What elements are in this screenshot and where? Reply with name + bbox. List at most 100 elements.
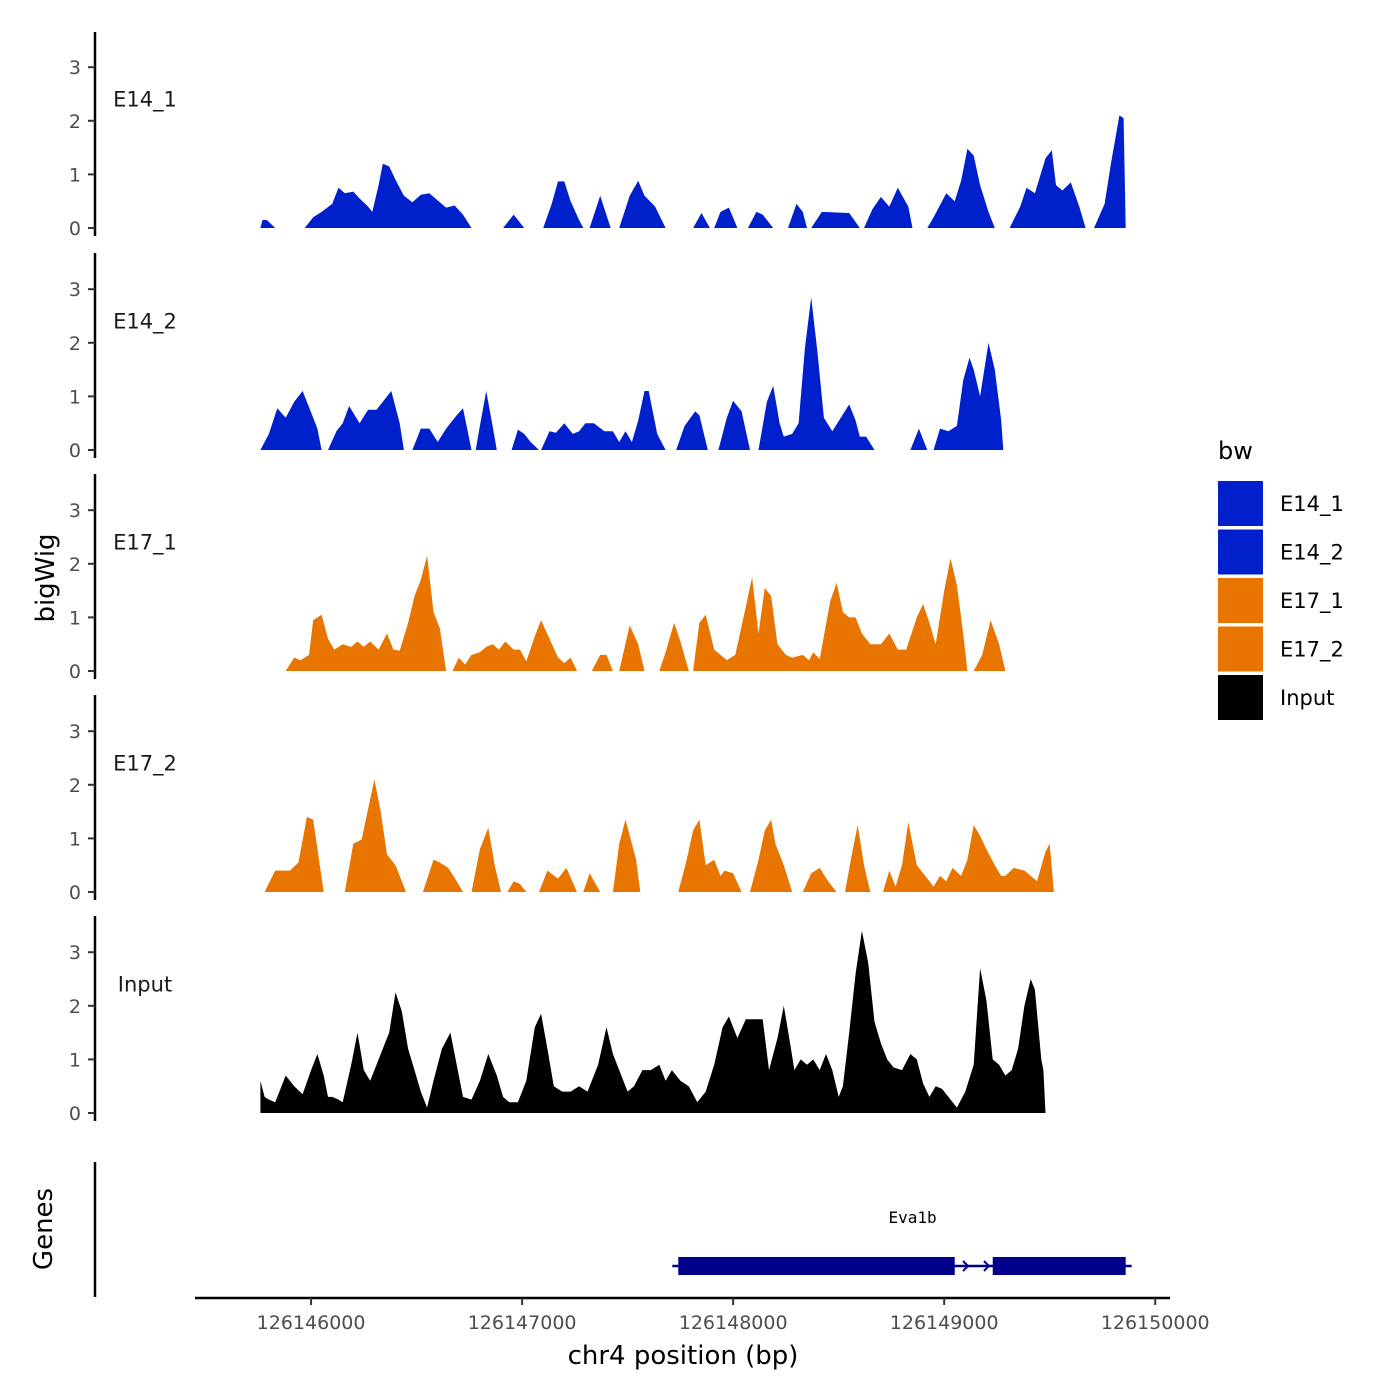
y-tick-label: 1 xyxy=(69,1049,81,1071)
signal-area xyxy=(758,297,875,450)
y-tick-label: 2 xyxy=(69,775,81,797)
genes-axis-title-group: Genes xyxy=(29,1188,59,1270)
signal-area xyxy=(747,211,774,228)
y-tick-label: 2 xyxy=(69,996,81,1018)
legend-swatch xyxy=(1218,578,1263,623)
signal-area xyxy=(539,867,577,892)
track-e17-1: 0 1 2 3 E17_1 xyxy=(69,474,1006,683)
track-e14-1: 0 1 2 3 E14_1 xyxy=(69,32,1126,240)
legend-swatch xyxy=(1218,529,1263,575)
signal-area xyxy=(344,779,406,892)
y-tick-label: 0 xyxy=(69,1103,81,1125)
legend-label: E14_1 xyxy=(1280,492,1344,517)
y-tick-label: 0 xyxy=(69,440,81,462)
y-tick-label: 1 xyxy=(69,828,81,850)
signal-area xyxy=(802,867,837,892)
y-tick-label: 2 xyxy=(69,554,81,576)
signal-area xyxy=(471,827,501,892)
signal-area xyxy=(659,622,689,671)
legend-entry-e17-2: E17_2 xyxy=(1218,626,1344,672)
signal-area xyxy=(260,220,276,228)
y-tick-label: 0 xyxy=(69,661,81,683)
track-label: E14_1 xyxy=(113,87,177,112)
strand-arrow xyxy=(983,1260,991,1272)
signal-area xyxy=(693,213,710,228)
signal-area xyxy=(619,180,666,228)
signal-tracks: 0 1 2 3 E14_1 0 1 2 3 E14_2 0 1 2 3 E17_1 0 1 2 3 E17_2 0 1 2 3… xyxy=(69,32,1126,1125)
y-tick-label: 0 xyxy=(69,882,81,904)
legend-swatch xyxy=(1218,675,1263,720)
legend-entry-e14-2: E14_2 xyxy=(1218,529,1344,575)
y-tick-label: 1 xyxy=(69,386,81,408)
gene-eva1b: Eva1b xyxy=(672,1208,1132,1275)
y-tick-label: 2 xyxy=(69,111,81,133)
legend-label: Input xyxy=(1280,686,1334,710)
y-tick-label: 1 xyxy=(69,164,81,186)
track-label: E17_1 xyxy=(113,530,177,555)
signal-area xyxy=(910,428,928,450)
track-e17-2: 0 1 2 3 E17_2 xyxy=(69,695,1054,904)
signal-area xyxy=(264,817,324,892)
x-tick-label: 126147000 xyxy=(468,1312,577,1334)
signal-area xyxy=(328,391,404,450)
gene-exon xyxy=(678,1257,955,1275)
y-tick-label: 3 xyxy=(69,57,81,79)
signal-area xyxy=(1009,150,1086,228)
signal-area xyxy=(845,825,871,892)
signal-area xyxy=(927,148,995,228)
signal-area xyxy=(883,822,1054,892)
signal-area xyxy=(543,181,584,228)
legend: bw E14_1 E14_2 E17_1 E17_2 Input xyxy=(1218,437,1344,720)
y-tick-label: 3 xyxy=(69,279,81,301)
signal-area xyxy=(933,342,1004,450)
legend-label: E17_2 xyxy=(1280,638,1344,663)
signal-area xyxy=(541,391,666,450)
track-e14-2: 0 1 2 3 E14_2 xyxy=(69,253,1004,462)
y-tick-label: 2 xyxy=(69,333,81,355)
signal-area xyxy=(619,625,645,671)
signal-area xyxy=(676,411,708,450)
x-tick-label: 126146000 xyxy=(257,1312,366,1334)
signal-area xyxy=(452,620,577,671)
signal-area xyxy=(693,558,968,671)
legend-swatch xyxy=(1218,626,1263,672)
signal-area xyxy=(750,819,793,892)
x-axis: 126146000 126147000 126148000 126149000 1261… xyxy=(195,1296,1210,1334)
signal-area xyxy=(864,187,913,228)
legend-label: E14_2 xyxy=(1280,541,1344,566)
track-input: 0 1 2 3 Input xyxy=(69,916,1046,1125)
signal-area xyxy=(260,930,1046,1113)
strand-arrow xyxy=(962,1260,970,1272)
legend-swatch xyxy=(1218,481,1263,526)
signal-area xyxy=(591,654,613,671)
legend-entry-input: Input xyxy=(1218,675,1334,720)
signal-area xyxy=(503,214,525,228)
gene-track: Eva1b xyxy=(93,1162,1132,1297)
gene-name-label: Eva1b xyxy=(888,1208,936,1227)
legend-entry-e17-1: E17_1 xyxy=(1218,578,1344,623)
signal-area xyxy=(260,391,322,450)
y-axis-title: bigWig xyxy=(31,533,61,622)
signal-area xyxy=(678,819,742,892)
legend-title: bw xyxy=(1218,437,1253,465)
genes-axis-title: Genes xyxy=(29,1188,59,1270)
signal-area xyxy=(583,873,601,892)
y-tick-label: 3 xyxy=(69,942,81,964)
signal-area xyxy=(788,203,807,228)
signal-area xyxy=(973,620,1006,671)
x-tick-label: 126148000 xyxy=(679,1312,788,1334)
x-tick-label: 126149000 xyxy=(890,1312,999,1334)
signal-area xyxy=(511,429,539,450)
signal-area xyxy=(475,391,497,450)
track-label: E14_2 xyxy=(113,309,177,334)
signal-area xyxy=(304,163,472,228)
y-tick-label: 1 xyxy=(69,607,81,629)
y-tick-label: 0 xyxy=(69,218,81,240)
signal-area xyxy=(714,207,738,228)
signal-area xyxy=(507,881,527,892)
signal-area xyxy=(412,408,472,450)
y-tick-label: 3 xyxy=(69,721,81,743)
signal-area xyxy=(285,555,447,671)
signal-area xyxy=(422,859,463,892)
y-axis-title-group: bigWig xyxy=(31,533,61,622)
